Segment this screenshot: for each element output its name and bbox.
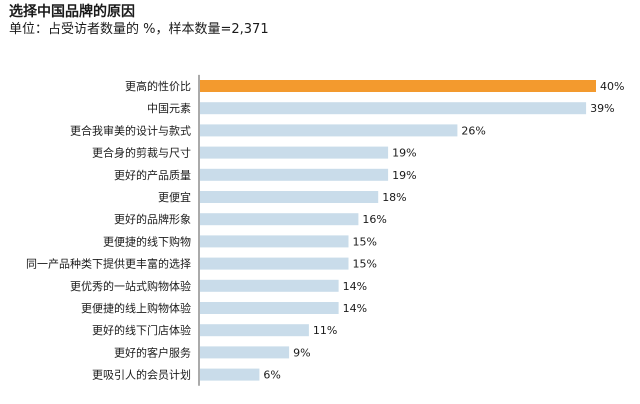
value-label: 26% [461, 124, 485, 137]
category-label: 更便捷的线上购物体验 [81, 301, 191, 315]
value-label: 39% [590, 102, 614, 115]
bar [200, 102, 587, 115]
bar [200, 324, 309, 337]
value-label: 15% [353, 258, 377, 271]
category-label: 更好的产品质量 [114, 168, 191, 182]
bar [200, 168, 389, 181]
bar [200, 346, 290, 359]
category-label: 更合我审美的设计与款式 [70, 123, 191, 137]
chart-subtitle: 单位：占受访者数量的 %，样本数量=2,371 [9, 22, 269, 37]
bar [200, 368, 260, 381]
value-label: 19% [392, 169, 416, 182]
category-label: 更好的品牌形象 [114, 212, 191, 226]
category-label: 更高的性价比 [125, 79, 191, 93]
category-label: 更优秀的一站式购物体验 [70, 279, 191, 293]
value-label: 6% [263, 369, 280, 382]
bar [200, 213, 359, 226]
value-label: 18% [382, 191, 406, 204]
chart-title: 选择中国品牌的原因 [9, 4, 135, 20]
category-label: 更便宜 [158, 190, 191, 204]
value-label: 16% [362, 213, 386, 226]
value-label: 19% [392, 147, 416, 160]
value-label: 14% [343, 302, 367, 315]
bar [200, 235, 349, 248]
category-label: 更吸引人的会员计划 [92, 368, 191, 382]
category-label: 更便捷的线下购物 [103, 234, 191, 248]
category-label: 中国元素 [147, 102, 191, 115]
category-label: 更好的客户服务 [114, 345, 191, 359]
value-label: 14% [343, 280, 367, 293]
bar [200, 257, 349, 270]
bar [200, 146, 389, 159]
bar [200, 80, 596, 92]
category-label: 同一产品种类下提供更丰富的选择 [26, 257, 191, 271]
category-label: 更合身的剪裁与尺寸 [92, 146, 191, 160]
bar [200, 124, 458, 137]
category-label: 更好的线下门店体验 [92, 323, 191, 337]
value-label: 9% [293, 346, 310, 359]
bar [200, 302, 339, 314]
bar [200, 191, 379, 203]
value-label: 15% [353, 235, 377, 248]
value-label: 11% [313, 324, 337, 337]
value-label: 40% [600, 80, 624, 93]
bar [200, 279, 339, 292]
